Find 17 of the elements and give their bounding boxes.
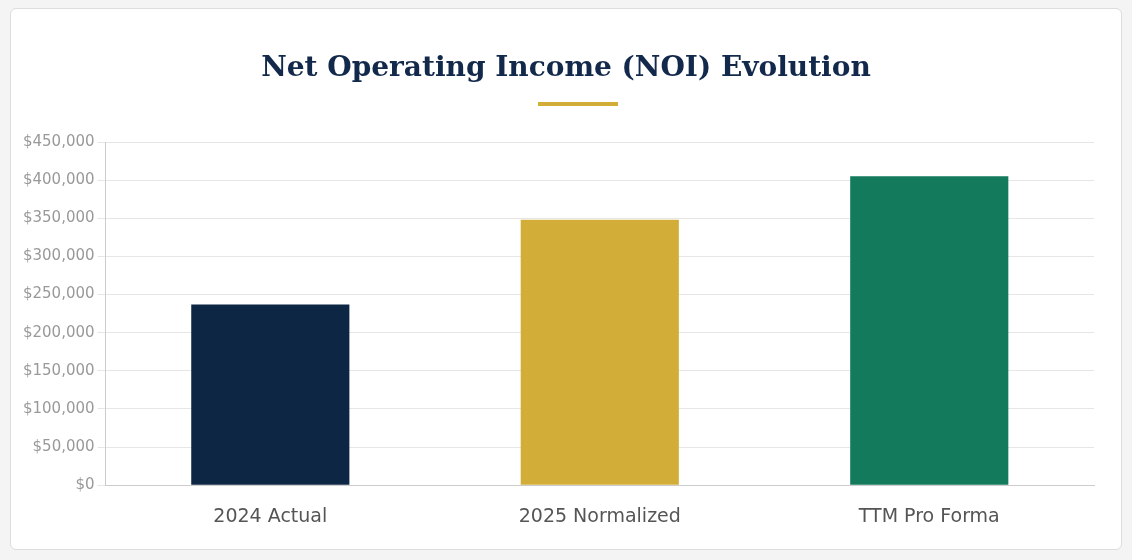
x-tick-label: 2024 Actual bbox=[213, 503, 328, 526]
y-tick-label: $250,000 bbox=[22, 284, 95, 303]
y-tick-label: $400,000 bbox=[22, 170, 95, 189]
y-tick-label: $350,000 bbox=[22, 208, 95, 227]
bar bbox=[850, 176, 1009, 485]
y-tick-label: $100,000 bbox=[22, 398, 95, 417]
bar bbox=[191, 304, 350, 485]
y-tick-label: $200,000 bbox=[22, 322, 95, 341]
y-tick-label: $300,000 bbox=[22, 246, 95, 265]
bar bbox=[520, 219, 679, 485]
y-tick-label: $450,000 bbox=[22, 131, 95, 150]
chart-title: Net Operating Income (NOI) Evolution bbox=[260, 50, 872, 83]
x-tick-label: TTM Pro Forma bbox=[857, 503, 1000, 526]
x-tick-label: 2025 Normalized bbox=[518, 503, 681, 526]
y-tick-label: $50,000 bbox=[32, 436, 95, 455]
y-tick-label: $0 bbox=[75, 475, 95, 494]
y-tick-label: $150,000 bbox=[22, 360, 95, 379]
